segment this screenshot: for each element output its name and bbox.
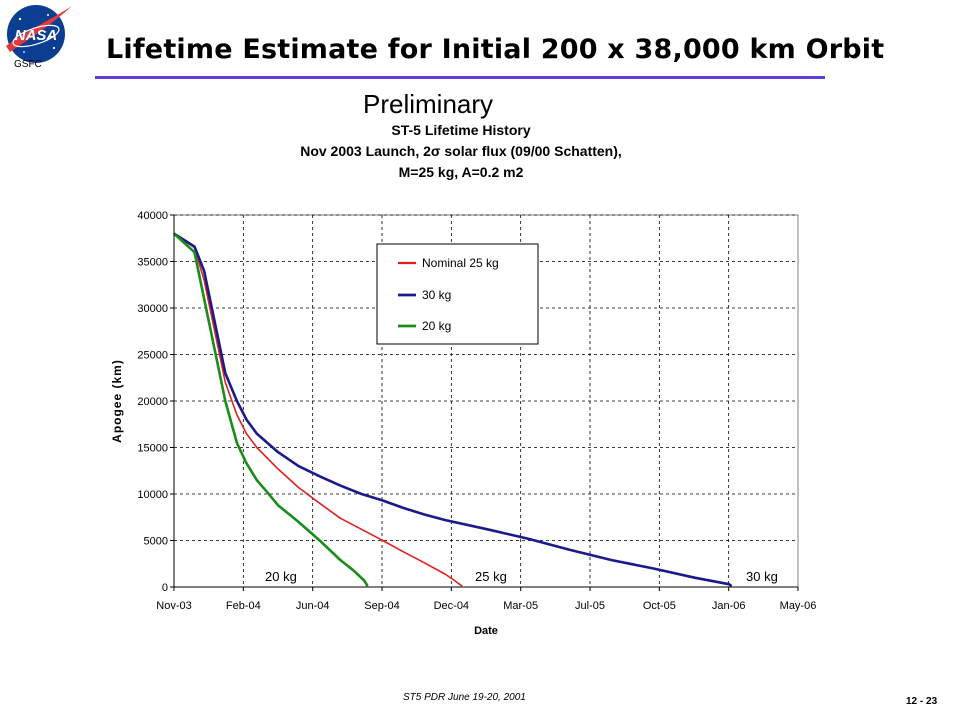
x-tick-label: Sep-04 (364, 600, 399, 612)
nasa-meatball-logo-icon: NASA (2, 2, 74, 70)
x-tick-label: Oct-05 (643, 600, 676, 612)
legend-label-nominal: Nominal 25 kg (422, 256, 499, 270)
y-tick-label: 5000 (144, 536, 168, 548)
series-line-nominal-25kg (173, 232, 463, 587)
annotation-20kg: 20 kg (265, 569, 297, 584)
y-tick-label: 30000 (137, 303, 168, 315)
series-lines (173, 232, 733, 588)
annotation-30kg: 30 kg (746, 569, 778, 584)
page-number: 12 - 23 (906, 696, 938, 707)
y-axis-label: Apogee (km) (110, 359, 124, 443)
y-tick-label: 10000 (137, 489, 168, 501)
x-tick-label: Mar-05 (503, 600, 538, 612)
x-tick-label: Jan-06 (712, 600, 746, 612)
x-axis-label: Date (474, 625, 498, 637)
annotation-25kg: 25 kg (475, 569, 507, 584)
nasa-logo-graphic: NASA (6, 5, 72, 63)
x-tick-label: Jun-04 (296, 600, 330, 612)
legend: Nominal 25 kg 30 kg 20 kg (376, 243, 539, 345)
series-line-30kg (173, 232, 733, 588)
title-underline (95, 76, 825, 79)
series-line-20kg (173, 232, 369, 587)
chart-subtitle-1: Nov 2003 Launch, 2σ solar flux (09/00 Sc… (300, 143, 622, 159)
y-tick-label: 35000 (137, 257, 168, 269)
svg-text:NASA: NASA (15, 27, 58, 44)
x-tick-label: May-06 (780, 600, 817, 612)
legend-label-20kg: 20 kg (422, 319, 451, 333)
y-tick-label: 20000 (137, 396, 168, 408)
legend-label-30kg: 30 kg (422, 288, 451, 302)
y-tick-label: 0 (162, 582, 168, 594)
y-tick-label: 40000 (137, 210, 168, 222)
footer-text: ST5 PDR June 19-20, 2001 (403, 692, 526, 703)
chart-title: ST-5 Lifetime History (391, 122, 530, 138)
x-tick-label: Nov-03 (156, 600, 191, 612)
y-tick-label: 15000 (137, 443, 168, 455)
org-label: GSFC (14, 59, 42, 70)
axis-ticks: 0 5000 10000 15000 20000 25000 30000 35000 40000… (137, 210, 816, 612)
y-tick-label: 25000 (137, 350, 168, 362)
preliminary-stamp: Preliminary (363, 89, 494, 119)
x-tick-label: Feb-04 (226, 600, 261, 612)
chart-subtitle-2: M=25 kg, A=0.2 m2 (399, 164, 524, 180)
x-tick-label: Dec-04 (434, 600, 469, 612)
x-tick-label: Jul-05 (575, 600, 605, 612)
slide-title: Lifetime Estimate for Initial 200 x 38,0… (106, 34, 885, 65)
